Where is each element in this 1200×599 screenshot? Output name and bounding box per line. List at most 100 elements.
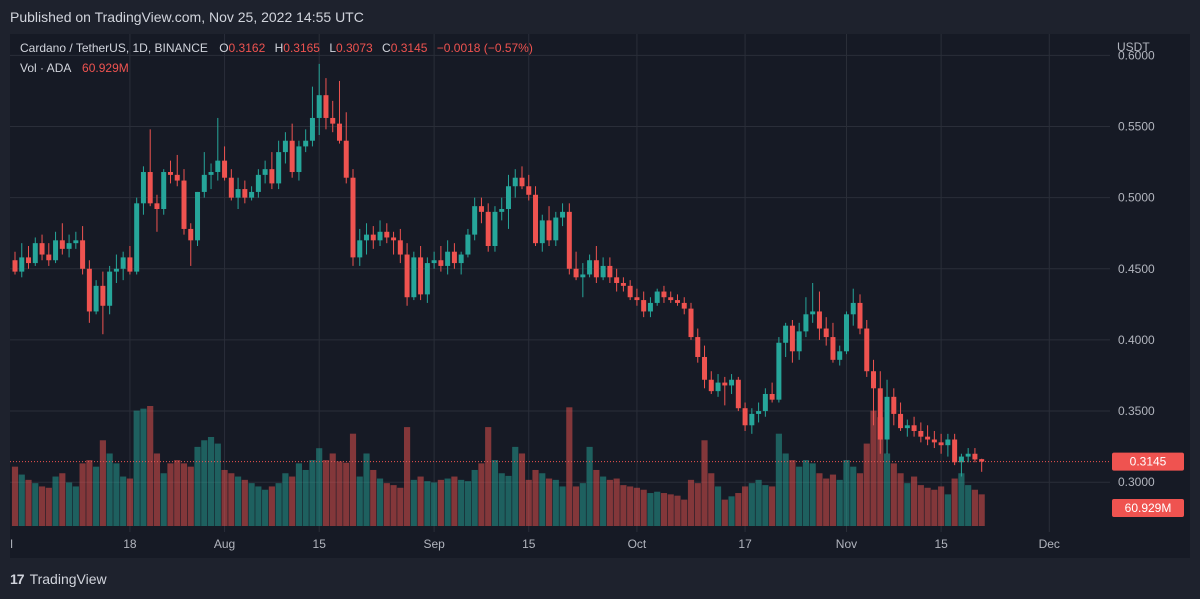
price-tick-label: 0.4500 bbox=[1118, 262, 1155, 276]
candle-body bbox=[350, 177, 356, 258]
volume-bar bbox=[660, 493, 668, 526]
volume-bar bbox=[674, 495, 681, 526]
candle-body bbox=[154, 203, 160, 210]
last-price-badge bbox=[1112, 452, 1184, 471]
candle-body bbox=[505, 186, 511, 210]
volume-bar bbox=[897, 473, 904, 526]
volume-bar bbox=[18, 474, 25, 526]
volume-bar bbox=[113, 463, 120, 526]
candle-body bbox=[107, 271, 113, 306]
volume-bar bbox=[512, 446, 519, 526]
candle-body bbox=[580, 274, 586, 278]
volume-bar bbox=[167, 463, 174, 526]
volume-bar bbox=[904, 483, 911, 526]
candle-body bbox=[370, 234, 376, 241]
candle-body bbox=[857, 302, 863, 329]
volume-bar bbox=[721, 499, 728, 526]
volume-bar bbox=[856, 473, 864, 526]
volume-bar bbox=[207, 436, 215, 526]
volume-bar bbox=[714, 486, 722, 526]
volume-bar bbox=[883, 453, 891, 526]
volume-bar bbox=[471, 469, 478, 526]
candle-body bbox=[282, 140, 288, 153]
volume-bar bbox=[25, 479, 32, 526]
candle-body bbox=[262, 169, 268, 175]
price-tick-label: 0.5500 bbox=[1118, 119, 1155, 133]
candle-body bbox=[607, 265, 613, 278]
candle-body bbox=[161, 172, 167, 210]
candle-body bbox=[729, 379, 735, 386]
candle-body bbox=[573, 268, 579, 278]
candle-body bbox=[634, 297, 640, 301]
volume-bar bbox=[944, 494, 951, 526]
volume-bar bbox=[755, 479, 762, 526]
volume-bar bbox=[390, 485, 397, 526]
candle-body bbox=[127, 257, 133, 272]
candle-body bbox=[59, 240, 65, 249]
candle-body bbox=[891, 396, 897, 414]
candle-body bbox=[100, 285, 106, 306]
candle-body bbox=[668, 297, 674, 301]
candle-body bbox=[46, 254, 52, 261]
candle-body bbox=[614, 277, 620, 283]
volume-bar bbox=[322, 460, 330, 526]
price-tick-label: 0.3500 bbox=[1118, 404, 1155, 418]
candle-body bbox=[864, 328, 870, 372]
volume-bar bbox=[133, 410, 140, 526]
volume-bar bbox=[424, 481, 431, 526]
volume-label: Vol · ADA bbox=[20, 61, 71, 75]
candle-body bbox=[336, 123, 342, 141]
price-axis[interactable]: 0.6000 0.5500 0.5000 0.4500 0.4000 0.3500 0.30… bbox=[1118, 48, 1155, 489]
candle-body bbox=[898, 413, 904, 429]
volume-bar bbox=[802, 460, 809, 526]
candle-body bbox=[647, 302, 653, 312]
candle-body bbox=[411, 257, 417, 298]
candle-body bbox=[925, 436, 931, 440]
candle-body bbox=[53, 240, 59, 261]
candle-body bbox=[418, 257, 424, 295]
candlestick-chart[interactable]: 0.6000 0.5500 0.5000 0.4500 0.4000 0.3500 0.30… bbox=[4, 34, 1190, 558]
volume-bar bbox=[816, 473, 823, 526]
volume-bar bbox=[275, 483, 282, 526]
time-axis[interactable]: ul 18 Aug 15 Sep 15 Oct 17 Nov 15 Dec bbox=[4, 537, 1060, 551]
volume-bar bbox=[343, 462, 350, 526]
candle-body bbox=[722, 382, 728, 386]
change-value: −0.0018 (−0.57%) bbox=[437, 41, 533, 55]
candle-body bbox=[945, 439, 951, 446]
volume-bar bbox=[241, 479, 248, 526]
tradingview-logo[interactable]: 17 TradingView bbox=[10, 571, 107, 587]
candle-body bbox=[438, 260, 444, 266]
volume-bar bbox=[532, 469, 539, 526]
candle-body bbox=[80, 240, 86, 269]
volume-bar bbox=[694, 483, 701, 526]
candle-body bbox=[451, 251, 457, 264]
volume-bar bbox=[38, 486, 46, 526]
candle-body bbox=[195, 191, 201, 241]
candle-body bbox=[756, 411, 762, 414]
volume-bar bbox=[214, 443, 221, 526]
volume-bar bbox=[52, 476, 59, 526]
time-tick-label: Oct bbox=[628, 537, 647, 551]
volume-bar bbox=[829, 474, 837, 526]
candle-body bbox=[884, 396, 890, 440]
volume-bar bbox=[160, 473, 167, 526]
time-tick-label: ul bbox=[10, 537, 13, 551]
candle-body bbox=[208, 172, 214, 175]
candle-body bbox=[661, 291, 667, 298]
candle-body bbox=[796, 331, 802, 352]
volume-bar bbox=[431, 482, 438, 526]
chart-panel[interactable]: 0.6000 0.5500 0.5000 0.4500 0.4000 0.3500 0.30… bbox=[4, 34, 1190, 558]
volume-bar bbox=[917, 485, 924, 526]
candle-body bbox=[235, 189, 241, 198]
candle-body bbox=[816, 311, 822, 329]
volume-bar bbox=[782, 453, 789, 526]
volume-bar bbox=[518, 453, 526, 526]
volume-bar bbox=[248, 483, 255, 526]
volume-bar bbox=[336, 461, 343, 526]
volume-bar bbox=[147, 406, 154, 526]
grid-lines bbox=[7, 34, 1110, 532]
volume-bar bbox=[485, 427, 492, 526]
volume-bar bbox=[370, 469, 377, 526]
volume-bar bbox=[376, 478, 384, 526]
volume-bar bbox=[552, 479, 559, 526]
